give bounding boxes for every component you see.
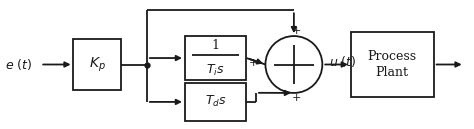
Bar — [351, 32, 434, 97]
Bar — [185, 83, 246, 121]
Text: Process
Plant: Process Plant — [368, 50, 417, 79]
Text: $T_d s$: $T_d s$ — [205, 94, 227, 110]
Text: $u\ (t)$: $u\ (t)$ — [329, 54, 357, 69]
Text: $T_i s$: $T_i s$ — [206, 63, 225, 79]
Text: $e\ (t)$: $e\ (t)$ — [5, 57, 32, 72]
Text: 1: 1 — [212, 39, 219, 52]
Bar — [185, 36, 246, 80]
Text: $K_p$: $K_p$ — [89, 55, 106, 74]
Text: +: + — [249, 58, 258, 68]
Text: +: + — [292, 26, 301, 36]
Bar — [73, 39, 121, 90]
Text: +: + — [292, 93, 301, 103]
